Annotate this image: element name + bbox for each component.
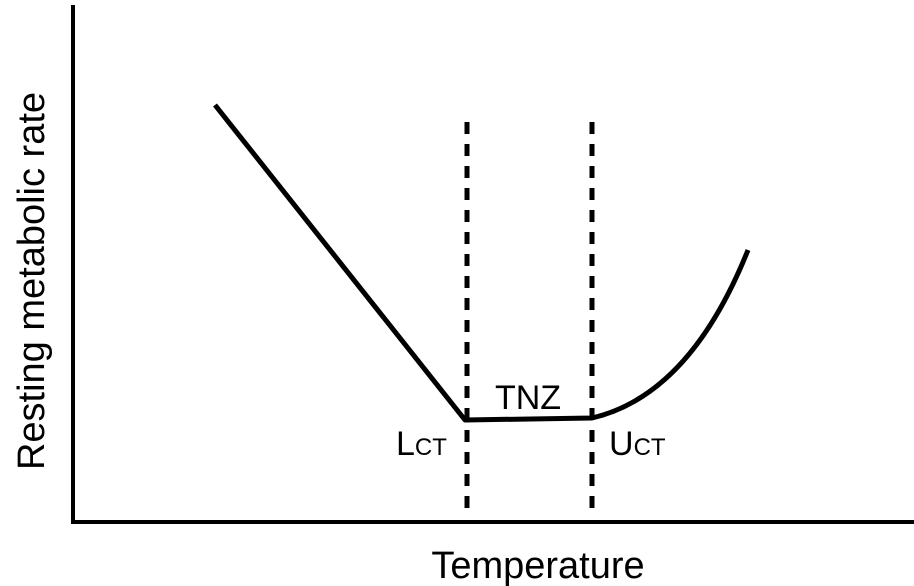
- lower-sub: CT: [415, 434, 447, 461]
- lower-label: LCT: [396, 425, 447, 463]
- tnz-label: TNZ: [495, 379, 561, 417]
- x-axis-label: Temperature: [431, 545, 644, 586]
- lower-main: L: [396, 425, 415, 463]
- upper-sub: CT: [634, 434, 666, 461]
- y-axis-label: Resting metabolic rate: [11, 92, 53, 470]
- upper-label: UCT: [609, 425, 666, 463]
- metabolic-curve: [213, 103, 751, 423]
- upper-main: U: [609, 425, 634, 463]
